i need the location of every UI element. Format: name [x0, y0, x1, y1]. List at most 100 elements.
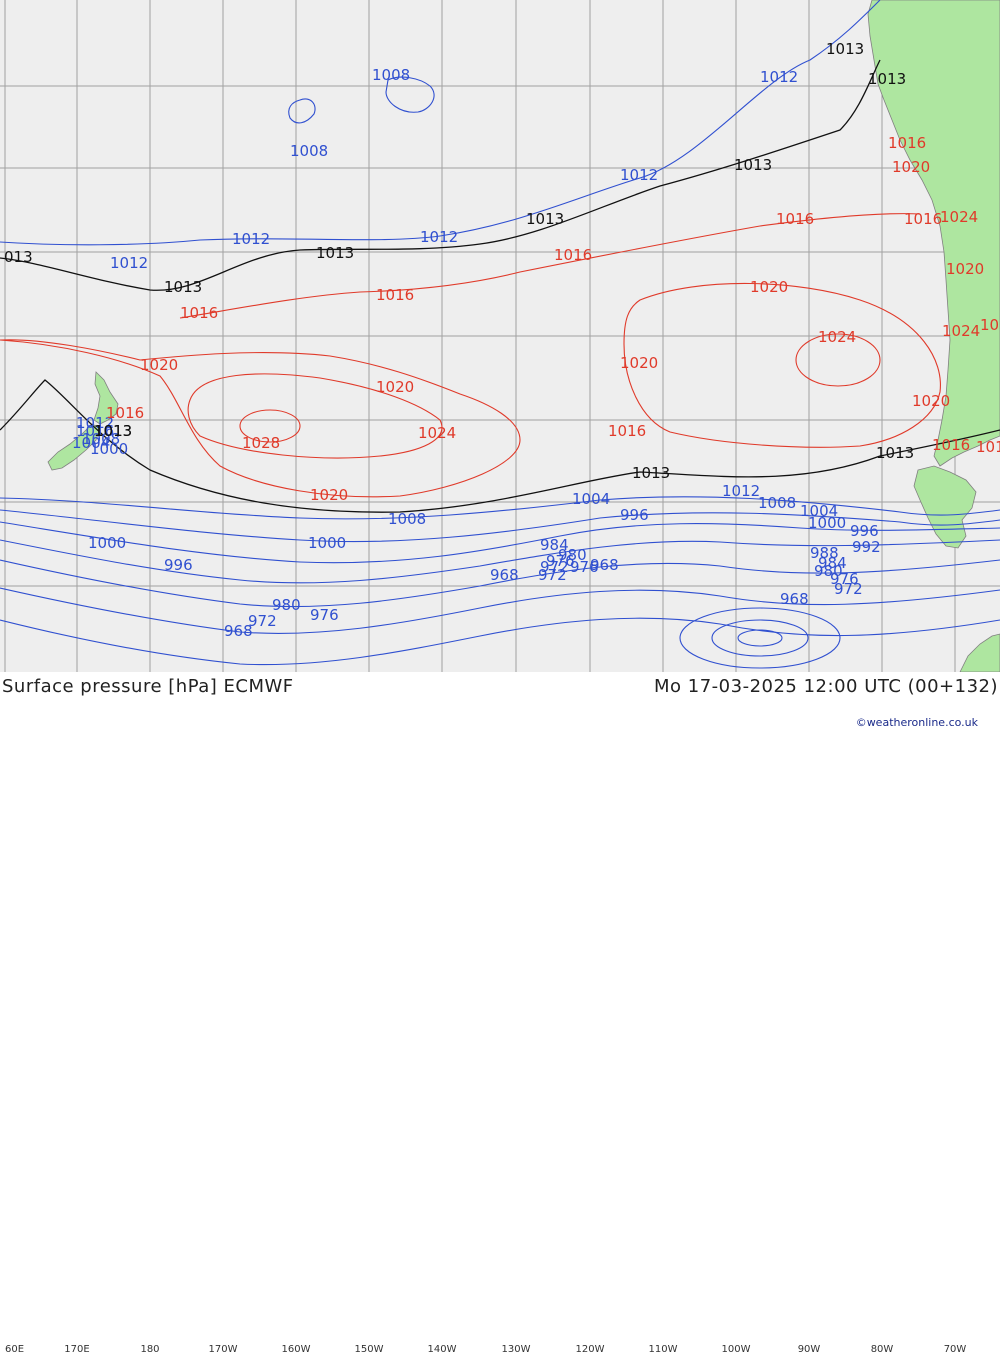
label-red: 1016 — [904, 210, 942, 228]
label-blue: 980 — [814, 562, 843, 580]
label-red: 1024 — [418, 424, 456, 442]
label-black: 1013 — [94, 422, 132, 440]
label-blue: 988 — [810, 544, 839, 562]
label-blue: 1012 — [76, 414, 114, 432]
label-black: 1013 — [316, 244, 354, 262]
lon-tick-label: 180 — [140, 1344, 160, 1355]
isobars-high — [0, 213, 941, 498]
label-red: 1016 — [776, 210, 814, 228]
label-blue: 1008 — [372, 66, 410, 84]
label-blue: 972 — [540, 558, 569, 576]
label-blue: 976 — [570, 558, 599, 576]
map-title: Surface pressure [hPa] ECMWF — [2, 676, 294, 697]
label-blue: 1008 — [82, 430, 120, 448]
label-blue: 1012 — [620, 166, 658, 184]
label-red: 1016 — [608, 422, 646, 440]
label-blue: 980 — [558, 546, 587, 564]
label-red: 1020 — [750, 278, 788, 296]
label-black: 1013 — [826, 40, 864, 58]
label-red: 1020 — [310, 486, 348, 504]
lon-tick-label: 160W — [281, 1344, 311, 1355]
lon-tick-label: 60E — [5, 1344, 25, 1355]
label-black: 1013 — [94, 422, 132, 440]
label-blue: 1016 — [76, 422, 114, 440]
label-blue: 996 — [620, 506, 649, 524]
label-blue: 972 — [538, 566, 567, 584]
map-canvas: 1008 1008 1012 1012 1012 1012 1012 1012 … — [0, 0, 1000, 672]
label-blue: 1008 — [290, 142, 328, 160]
label-red: 1016 — [376, 286, 414, 304]
lon-tick-label: 170E — [64, 1344, 90, 1355]
label-red: 1028 — [242, 434, 280, 452]
label-blue: 1008 — [758, 494, 796, 512]
label-blue: 972 — [834, 580, 863, 598]
new-zealand-south-island — [47, 423, 101, 471]
label-blue: 976 — [310, 606, 339, 624]
lon-tick-label: 120W — [575, 1344, 605, 1355]
label-blue: 972 — [248, 612, 277, 630]
label-blue: 1004 — [572, 490, 610, 508]
label-red: 1016 — [554, 246, 592, 264]
label-black: 013 — [4, 248, 33, 266]
label-blue: 1012 — [760, 68, 798, 86]
label-blue: 1012 — [110, 254, 148, 272]
tierra-del-fuego — [913, 465, 977, 549]
label-blue: 968 — [780, 590, 809, 608]
label-blue: 1000 — [308, 534, 346, 552]
land-masses — [47, 0, 1000, 672]
label-blue: 1004 — [72, 434, 110, 452]
lon-tick-label: 110W — [648, 1344, 678, 1355]
isobars-low — [0, 0, 1000, 669]
label-black: 1013 — [164, 278, 202, 296]
label-red: 1016 — [180, 304, 218, 322]
isobars-reference — [0, 59, 1000, 513]
lon-tick-label: 90W — [797, 1344, 821, 1355]
label-blue: 968 — [590, 556, 619, 574]
label-blue: 992 — [852, 538, 881, 556]
label-red: 1024 — [818, 328, 856, 346]
label-black: 1013 — [876, 444, 914, 462]
label-blue: 1000 — [808, 514, 846, 532]
label-blue: 1012 — [722, 482, 760, 500]
label-black: 1013 — [526, 210, 564, 228]
valid-time: Mo 17-03-2025 12:00 UTC (00+132) — [654, 676, 998, 697]
label-red: 1020 — [376, 378, 414, 396]
label-red: 1016 — [932, 436, 970, 454]
label-black: 1013 — [632, 464, 670, 482]
label-black: 1013 — [868, 70, 906, 88]
site-credit[interactable]: ©weatheronline.co.uk — [855, 716, 978, 729]
lon-tick-label: 140W — [427, 1344, 457, 1355]
label-black: 1013 — [734, 156, 772, 174]
lon-tick-label: 70W — [943, 1344, 967, 1355]
label-red: 1024 — [942, 322, 980, 340]
label-red: 1020 — [140, 356, 178, 374]
label-blue: 1004 — [800, 502, 838, 520]
label-blue: 1012 — [232, 230, 270, 248]
label-blue: 1012 — [420, 228, 458, 246]
isobar-labels: 1008 1008 1012 1012 1012 1012 1012 1012 … — [4, 40, 1000, 640]
pressure-map: 1008 1008 1012 1012 1012 1012 1012 1012 … — [0, 0, 1000, 672]
label-red: 1020 — [620, 354, 658, 372]
label-red: 1024 — [940, 208, 978, 226]
label-blue: 984 — [818, 554, 847, 572]
antarctic-peninsula-tip — [959, 633, 1000, 672]
lon-tick-label: 170W — [208, 1344, 238, 1355]
label-blue: 976 — [830, 570, 859, 588]
lon-tick-label: 150W — [354, 1344, 384, 1355]
label-blue: 984 — [540, 536, 569, 554]
label-red: 1020 — [912, 392, 950, 410]
lon-tick-label: 100W — [721, 1344, 751, 1355]
label-red: 1016 — [106, 404, 144, 422]
label-red: 1020 — [892, 158, 930, 176]
label-red: 1016 — [888, 134, 926, 152]
south-america-coast — [867, 0, 1000, 467]
label-blue: 996 — [164, 556, 193, 574]
lon-tick-label: 80W — [870, 1344, 894, 1355]
label-blue: 976 — [546, 552, 575, 570]
label-blue: 1000 — [90, 440, 128, 458]
label-blue: 980 — [272, 596, 301, 614]
label-red: 1024 — [980, 316, 1000, 334]
label-blue: 1008 — [388, 510, 426, 528]
label-blue: 996 — [850, 522, 879, 540]
label-red: 1020 — [946, 260, 984, 278]
